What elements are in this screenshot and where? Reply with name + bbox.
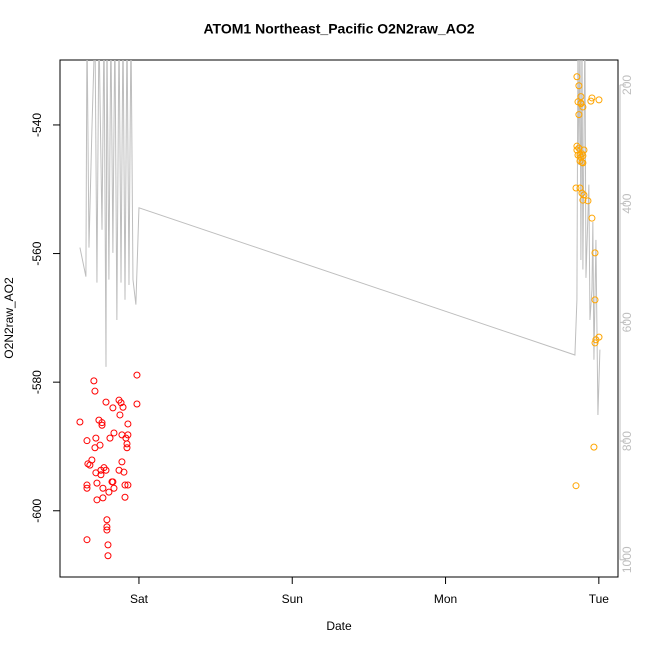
data-point [595,96,603,104]
data-point [110,484,118,492]
data-point [88,456,96,464]
data-point [83,481,91,489]
data-point [118,431,126,439]
data-point [103,516,111,524]
data-point [102,466,110,474]
data-point [96,441,104,449]
data-point [123,440,131,448]
data-point [119,403,127,411]
data-point [99,494,107,502]
data-point [590,443,598,451]
x-tick-label: Tue [589,592,610,606]
data-point [579,196,587,204]
data-point [580,191,588,199]
x-tick-label: Mon [434,592,457,606]
data-point [76,418,84,426]
data-point [102,398,110,406]
data-point [103,523,111,531]
data-point [93,496,101,504]
data-point [120,468,128,476]
data-point [573,146,581,154]
data-point [83,484,91,492]
data-point [587,97,595,105]
data-point [121,493,129,501]
data-point [83,437,91,445]
data-point [573,142,581,150]
x-tick-label: Sat [130,592,149,606]
line-layer [79,60,601,415]
data-point [591,249,599,257]
data-point [588,94,596,102]
data-point [591,339,599,347]
data-point [575,111,583,119]
data-point [93,479,101,487]
data-point [588,214,596,222]
series-line [79,60,601,415]
data-point [83,536,91,544]
data-point [124,420,132,428]
data-point [92,434,100,442]
data-point [106,434,114,442]
x-tick-label: Sun [282,592,303,606]
data-point [118,458,126,466]
y2-tick-label: 200 [620,75,634,95]
data-point [121,481,129,489]
data-point [109,404,117,412]
data-point [133,371,141,379]
data-point [117,399,125,407]
data-point [584,197,592,205]
y2-tick-label: 400 [620,193,634,213]
data-point [91,387,99,395]
data-point [97,471,105,479]
data-point [579,103,587,111]
y-tick-label: -560 [30,241,44,265]
plot-box [59,59,619,578]
data-point [591,296,599,304]
data-point [124,481,132,489]
data-point [572,482,580,490]
data-point [109,478,117,486]
x-axis-label: Date [326,619,352,633]
data-point [104,552,112,560]
data-point [579,159,587,167]
y-axis-label: O2N2raw_AO2 [2,277,16,359]
data-point [103,526,111,534]
data-point [123,444,131,452]
data-point [98,421,106,429]
data-point [578,189,586,197]
y2-tick-label: 1000 [620,546,634,573]
data-point [116,411,124,419]
data-point [595,333,603,341]
data-point [99,484,107,492]
data-point [577,93,585,101]
data-point [84,460,92,468]
data-point [105,488,113,496]
y-tick-label: -600 [30,498,44,522]
data-point [98,419,106,427]
data-point [575,82,583,90]
chart-title: ATOM1 Northeast_Pacific O2N2raw_AO2 [203,21,474,37]
data-point [124,431,132,439]
data-point [572,184,580,192]
data-point [133,400,141,408]
y-tick-label: -580 [30,370,44,394]
data-point [90,377,98,385]
data-point [110,429,118,437]
y-tick-label: -540 [30,113,44,137]
y2-tick-label: 800 [620,431,634,451]
data-point [104,541,112,549]
y2-tick-label: 600 [620,312,634,332]
data-point [580,146,588,154]
data-point [573,73,581,81]
data-point [578,158,586,166]
